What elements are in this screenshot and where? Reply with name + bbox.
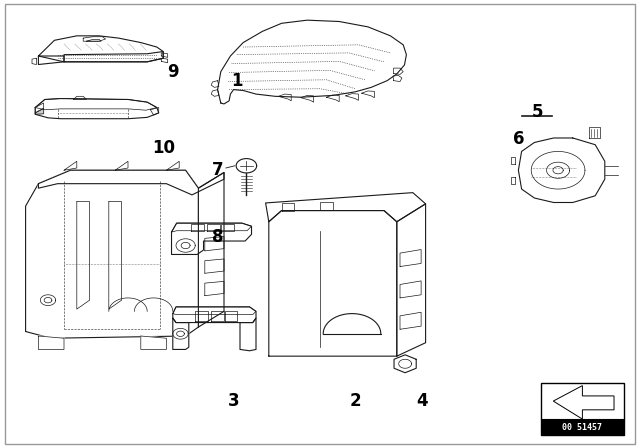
Polygon shape	[269, 211, 397, 356]
Polygon shape	[38, 56, 64, 65]
Text: 8: 8	[212, 228, 223, 246]
Polygon shape	[38, 336, 64, 349]
Text: 3: 3	[228, 392, 239, 410]
Polygon shape	[38, 170, 224, 195]
Polygon shape	[173, 307, 256, 323]
Polygon shape	[198, 172, 224, 327]
Polygon shape	[172, 223, 252, 254]
Polygon shape	[173, 318, 189, 349]
Polygon shape	[173, 307, 256, 314]
Polygon shape	[589, 127, 600, 138]
Text: 00 51457: 00 51457	[563, 423, 602, 432]
Polygon shape	[236, 159, 257, 173]
Polygon shape	[553, 386, 614, 419]
Polygon shape	[64, 52, 163, 62]
Text: 2: 2	[349, 392, 361, 410]
Polygon shape	[26, 170, 198, 338]
Polygon shape	[38, 36, 163, 62]
Text: 7: 7	[212, 161, 223, 179]
Polygon shape	[394, 355, 416, 373]
Bar	[541, 383, 624, 435]
Polygon shape	[141, 336, 166, 349]
Text: 1: 1	[231, 72, 243, 90]
Polygon shape	[35, 99, 159, 119]
Text: 4: 4	[417, 392, 428, 410]
Text: 5: 5	[532, 103, 543, 121]
Polygon shape	[518, 138, 605, 202]
Polygon shape	[266, 193, 426, 222]
Text: 6: 6	[513, 130, 524, 148]
Text: 9: 9	[167, 63, 179, 81]
Polygon shape	[172, 223, 252, 232]
Polygon shape	[218, 20, 406, 104]
Polygon shape	[35, 108, 44, 114]
Polygon shape	[397, 204, 426, 356]
Bar	[541, 419, 624, 435]
Polygon shape	[553, 167, 563, 174]
Text: 10: 10	[152, 139, 175, 157]
Polygon shape	[240, 318, 256, 351]
